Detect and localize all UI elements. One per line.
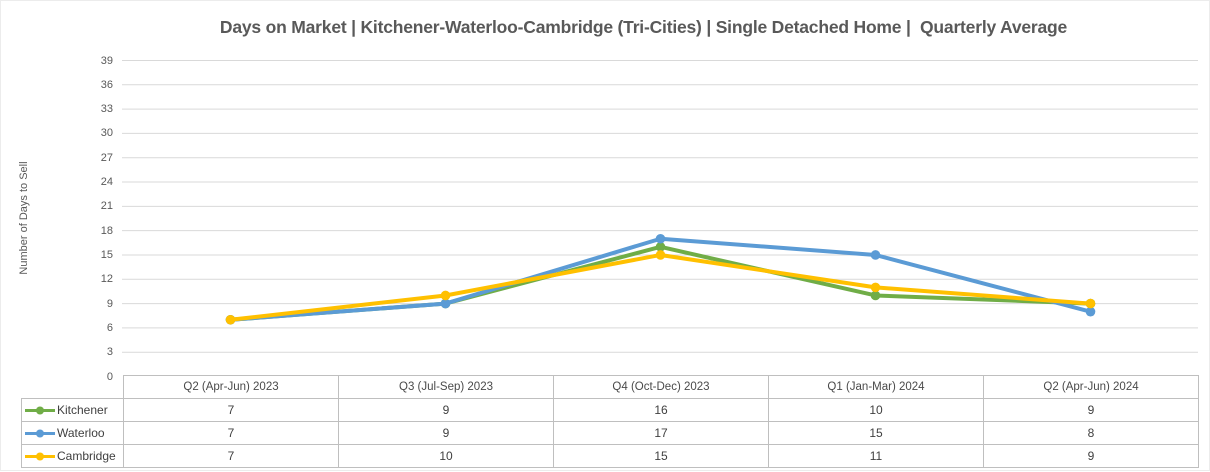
data-point-waterloo (870, 250, 881, 260)
legend-cell-cambridge: Cambridge (21, 444, 124, 468)
table-value-cell: 9 (338, 398, 554, 422)
chart-title: Days on Market | Kitchener-Waterloo-Camb… (219, 17, 1068, 37)
table-value-cell: 7 (123, 444, 339, 468)
table-value-cell: 15 (768, 421, 984, 445)
table-header-cell: Q3 (Jul-Sep) 2023 (338, 375, 554, 399)
y-tick-label: 36 (100, 78, 113, 91)
data-point-waterloo (440, 298, 451, 309)
y-tick-label: 24 (100, 176, 113, 189)
data-point-cambridge (1085, 298, 1096, 309)
legend-key-kitchener-icon (25, 406, 55, 415)
table-header-cell: Q2 (Apr-Jun) 2023 (123, 375, 339, 399)
y-tick-label: 6 (106, 321, 113, 334)
table-row-kitchener: Kitchener 7 9 16 10 9 (21, 398, 1199, 422)
y-tick-label: 12 (100, 273, 113, 286)
data-point-waterloo (655, 233, 666, 244)
y-tick-label: 30 (100, 127, 113, 140)
legend-key-waterloo-icon (25, 429, 55, 438)
legend-label-kitchener: Kitchener (57, 403, 108, 417)
table-header-cell: Q1 (Jan-Mar) 2024 (768, 375, 984, 399)
table-row-cambridge: Cambridge 7 10 15 11 9 (21, 444, 1199, 468)
table-value-cell: 7 (123, 398, 339, 422)
table-value-cell: 8 (983, 421, 1199, 445)
table-header-row: Q2 (Apr-Jun) 2023 Q3 (Jul-Sep) 2023 Q4 (Oc… (21, 375, 1199, 399)
table-header-cell: Q2 (Apr-Jun) 2024 (983, 375, 1199, 399)
y-tick-label: 9 (106, 297, 113, 310)
data-point-cambridge (870, 282, 881, 293)
data-point-cambridge (440, 290, 451, 301)
data-point-kitchener (870, 290, 881, 301)
y-tick-label: 21 (100, 200, 113, 213)
legend-key-cambridge-icon (25, 452, 55, 461)
y-tick-label: 3 (106, 346, 113, 359)
table-value-cell: 7 (123, 421, 339, 445)
table-value-cell: 10 (768, 398, 984, 422)
table-value-cell: 10 (338, 444, 554, 468)
data-table: Q2 (Apr-Jun) 2023 Q3 (Jul-Sep) 2023 Q4 (Oc… (21, 375, 1199, 468)
table-corner-cell (21, 375, 124, 399)
table-value-cell: 15 (553, 444, 769, 468)
table-value-cell: 9 (983, 398, 1199, 422)
table-value-cell: 9 (338, 421, 554, 445)
table-row-waterloo: Waterloo 7 9 17 15 8 (21, 421, 1199, 445)
y-tick-label: 39 (100, 54, 113, 67)
y-tick-label: 18 (100, 224, 113, 237)
table-value-cell: 16 (553, 398, 769, 422)
y-tick-label: 27 (100, 151, 113, 164)
table-value-cell: 11 (768, 444, 984, 468)
table-value-cell: 9 (983, 444, 1199, 468)
data-point-waterloo (1085, 306, 1096, 317)
y-tick-label: 33 (100, 103, 113, 116)
table-header-cell: Q4 (Oct-Dec) 2023 (553, 375, 769, 399)
data-point-kitchener (655, 242, 666, 252)
data-point-cambridge (655, 250, 666, 260)
legend-label-cambridge: Cambridge (57, 449, 116, 463)
y-tick-label: 0 (106, 370, 113, 383)
data-point-cambridge (225, 314, 236, 325)
y-tick-label: 15 (100, 248, 113, 261)
table-value-cell: 17 (553, 421, 769, 445)
legend-cell-waterloo: Waterloo (21, 421, 124, 445)
legend-label-waterloo: Waterloo (57, 426, 105, 440)
legend-cell-kitchener: Kitchener (21, 398, 124, 422)
